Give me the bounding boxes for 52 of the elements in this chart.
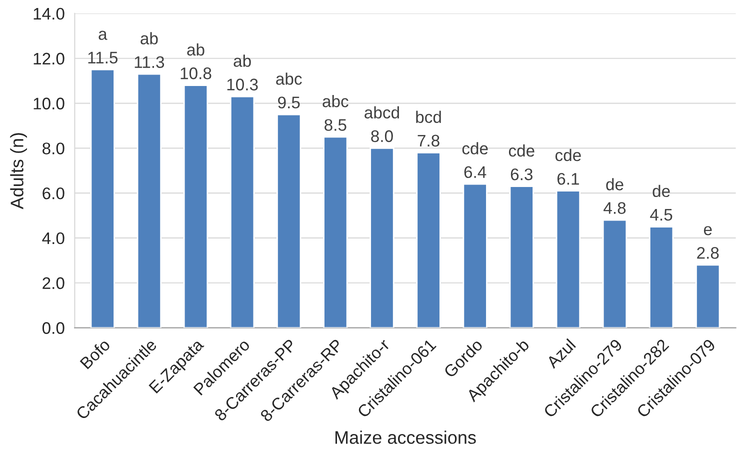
data-label: 6.4 (464, 166, 486, 178)
data-label: 4.8 (604, 202, 626, 214)
data-label: 11.5 (88, 52, 118, 64)
y-tick-label: 8.0 (42, 142, 64, 154)
y-tick-label: 0.0 (42, 322, 64, 334)
annotation: de (652, 184, 670, 198)
annotation: abc (276, 72, 302, 85)
x-axis-title: Maize accessions (335, 430, 476, 444)
data-label: 8.5 (324, 119, 346, 131)
bar (602, 219, 628, 328)
annotation: e (704, 226, 712, 236)
data-label: 10.8 (180, 67, 212, 80)
data-label: 6.1 (557, 172, 579, 185)
data-label: 9.5 (278, 96, 300, 108)
bar (556, 190, 581, 328)
annotation: cde (462, 142, 488, 154)
annotation: cde (555, 148, 581, 162)
bar (416, 152, 441, 328)
annotation: ab (234, 54, 251, 67)
y-axis-title: Adults (n) (10, 133, 27, 210)
annotation: de (606, 178, 624, 190)
data-label: 8.0 (371, 130, 393, 142)
data-label: 6.3 (510, 168, 532, 180)
annotation: cde (508, 144, 534, 157)
annotation: abcd (364, 106, 399, 118)
bar (323, 136, 348, 328)
bar (183, 84, 208, 328)
y-tick-label: 4.0 (42, 232, 64, 244)
annotation: ab (187, 43, 204, 56)
bar (370, 147, 394, 328)
annotation: ab (140, 32, 158, 44)
data-label: 2.8 (697, 247, 719, 259)
bar (90, 68, 115, 328)
bar (136, 73, 162, 328)
data-label: 7.8 (418, 134, 440, 147)
bar (648, 226, 674, 328)
annotation: bcd (416, 110, 441, 123)
data-label: 11.3 (134, 56, 164, 68)
annotation: abc (322, 95, 348, 108)
bar (696, 264, 720, 328)
bar (462, 183, 488, 328)
y-tick-label: 14.0 (34, 8, 64, 20)
y-tick-label: 10.0 (34, 98, 64, 110)
bar (276, 114, 302, 328)
y-tick-label: 2.0 (42, 277, 64, 290)
bar (230, 96, 255, 328)
data-label: 4.5 (650, 209, 672, 221)
bar (509, 186, 534, 328)
annotation: a (98, 30, 108, 40)
data-label: 10.3 (227, 78, 258, 90)
y-tick-label: 6.0 (42, 187, 64, 200)
y-tick-label: 12.0 (34, 52, 64, 65)
